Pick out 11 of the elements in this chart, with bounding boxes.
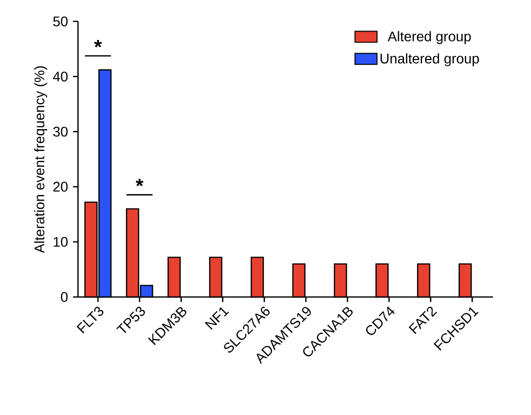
legend-label: Altered group xyxy=(388,31,471,44)
annotation: * xyxy=(136,178,144,186)
annotation: * xyxy=(94,40,102,48)
y-axis-title: Alteration event frequency (%) xyxy=(34,66,48,253)
y-tick-label: 30 xyxy=(53,126,68,137)
y-tick-label: 10 xyxy=(54,236,68,247)
y-tick-label: 0 xyxy=(60,292,68,302)
y-tick-label: 40 xyxy=(52,72,68,82)
y-tick-label: 20 xyxy=(53,182,68,192)
legend-label: Unaltered group xyxy=(380,53,479,66)
y-tick-label: 50 xyxy=(53,16,68,26)
